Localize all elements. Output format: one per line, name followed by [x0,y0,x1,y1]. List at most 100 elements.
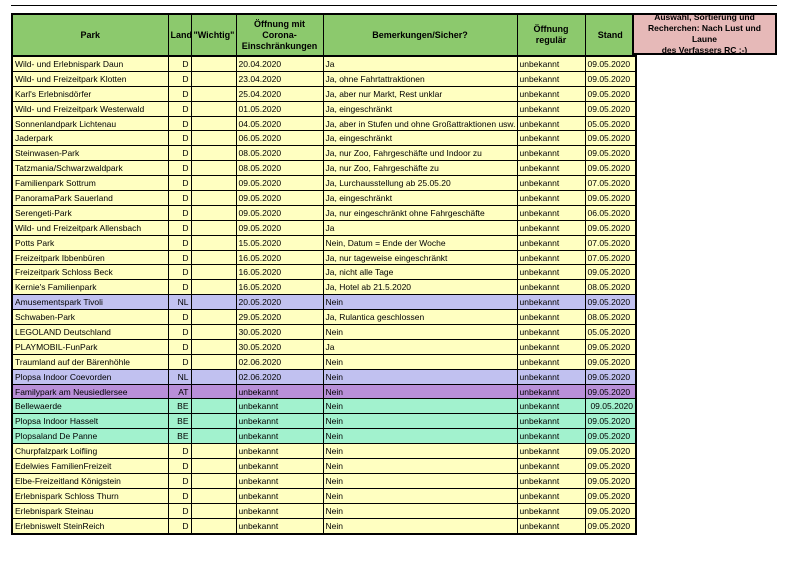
cell-oeffnung-corona: 15.05.2020 [235,234,324,251]
cell-stand: 09.05.2020 [584,383,637,400]
cell-oeffnung-regulaer: unbekannt [516,472,586,489]
cell-bemerkungen: Nein [322,443,518,460]
cell-bemerkungen: Ja, ohne Fahrtattraktionen [322,70,518,87]
cell-oeffnung-corona: unbekannt [235,502,324,519]
cell-bemerkungen: Nein [322,368,518,385]
cell-oeffnung-regulaer: unbekannt [516,249,586,266]
cell-stand: 09.05.2020 [584,443,637,460]
cell-land: D [167,70,192,87]
cell-park: Freizeitpark Ibbenbüren [11,249,169,266]
cell-bemerkungen: Ja, nur tageweise eingeschränkt [322,249,518,266]
cell-stand: 09.05.2020 [584,190,637,206]
cell-oeffnung-corona: unbekannt [235,383,324,400]
cell-park: Elbe-Freizeitland Königstein [11,472,169,489]
cell-oeffnung-regulaer: unbekannt [516,175,586,192]
cell-park: Kernie's Familienpark [11,279,169,296]
cell-stand: 09.05.2020 [584,487,637,504]
cell-oeffnung-regulaer: unbekannt [516,219,586,236]
cell-oeffnung-regulaer: unbekannt [516,413,586,430]
table-row: LEGOLAND Deutschland D 30.05.2020 Nein unbek… [11,324,637,340]
cell-park: Familienpark Sottrum [11,175,169,192]
table-row: PLAYMOBIL-FunPark D 30.05.2020 Ja unbekannt 0… [11,338,637,355]
table-row: Freizeitpark Schloss Beck D 16.05.2020 Ja, … [11,264,637,281]
cell-oeffnung-corona: 08.05.2020 [235,160,324,177]
cell-wichtig [190,234,237,251]
cell-oeffnung-regulaer: unbekannt [516,100,586,117]
cell-oeffnung-corona: 08.05.2020 [235,145,324,162]
cell-bemerkungen: Nein [322,398,518,415]
cell-oeffnung-corona: 20.04.2020 [235,55,324,72]
cell-stand: 07.05.2020 [584,249,637,266]
cell-oeffnung-corona: 23.04.2020 [235,70,324,87]
cell-park: PanoramaPark Sauerland [11,190,169,206]
cell-bemerkungen: Nein [322,487,518,504]
cell-stand: 09.05.2020 [584,70,637,87]
cell-land: NL [167,368,192,385]
cell-bemerkungen: Ja [322,55,518,72]
cell-land: D [167,309,192,326]
cell-oeffnung-regulaer: unbekannt [516,115,586,132]
cell-park: Sonnenlandpark Lichtenau [11,115,169,132]
cell-bemerkungen: Nein [322,502,518,519]
cell-oeffnung-regulaer: unbekannt [516,264,586,281]
table-header-row: Park Land "Wichtig" Öffnung mit Corona-E… [11,13,637,57]
cell-oeffnung-regulaer: unbekannt [516,517,586,535]
cell-wichtig [190,175,237,192]
cell-land: D [167,324,192,340]
cell-wichtig [190,309,237,326]
cell-oeffnung-regulaer: unbekannt [516,324,586,340]
cell-stand: 07.05.2020 [584,234,637,251]
cell-stand: 09.05.2020 [584,368,637,385]
cell-wichtig [190,100,237,117]
cell-wichtig [190,324,237,340]
table-row: Potts Park D 15.05.2020 Nein, Datum = Ende … [11,234,637,251]
table-row: Freizeitpark Ibbenbüren D 16.05.2020 Ja, nu… [11,249,637,266]
table-row: Wild- und Freizeitpark Allensbach D 09.05.… [11,219,637,236]
cell-oeffnung-regulaer: unbekannt [516,160,586,177]
cell-bemerkungen: Nein [322,517,518,535]
cell-stand: 05.05.2020 [584,324,637,340]
cell-bemerkungen: Nein [322,383,518,400]
cell-stand: 08.05.2020 [584,279,637,296]
table-row: Wild- und Freizeitpark Westerwald D 01.05.… [11,100,637,117]
column-header-park: Park [11,13,169,57]
cell-stand: 09.05.2020 [584,130,637,147]
cell-oeffnung-regulaer: unbekannt [516,383,586,400]
cell-oeffnung-corona: 25.04.2020 [235,85,324,102]
cell-land: D [167,85,192,102]
table-row: Amusementspark Tivoli NL 20.05.2020 Nein unb… [11,294,637,311]
cell-bemerkungen: Ja, Hotel ab 21.5.2020 [322,279,518,296]
cell-land: D [167,443,192,460]
cell-land: D [167,115,192,132]
cell-park: Churpfalzpark Loifling [11,443,169,460]
cell-oeffnung-corona: 30.05.2020 [235,338,324,355]
page-top-rule [11,5,777,6]
cell-land: AT [167,383,192,400]
cell-land: D [167,100,192,117]
cell-wichtig [190,279,237,296]
cell-park: Wild- und Freizeitpark Westerwald [11,100,169,117]
cell-park: Wild- und Freizeitpark Klotten [11,70,169,87]
cell-oeffnung-corona: unbekannt [235,458,324,474]
cell-land: D [167,145,192,162]
cell-park: Traumland auf der Bärenhöhle [11,353,169,370]
cell-park: Karl's Erlebnisdörfer [11,85,169,102]
cell-wichtig [190,204,237,221]
cell-stand: 09.05.2020 [584,428,637,445]
cell-wichtig [190,458,237,474]
cell-bemerkungen: Ja, eingeschränkt [322,190,518,206]
cell-park: Plopsaland De Panne [11,428,169,445]
cell-stand: 09.05.2020 [584,517,637,535]
cell-stand: 09.05.2020 [584,353,637,370]
cell-park: PLAYMOBIL-FunPark [11,338,169,355]
cell-park: Erlebnispark Steinau [11,502,169,519]
cell-oeffnung-corona: unbekannt [235,472,324,489]
cell-wichtig [190,115,237,132]
cell-park: Plopsa Indoor Hasselt [11,413,169,430]
cell-stand: 09.05.2020 [584,85,637,102]
cell-park: Potts Park [11,234,169,251]
